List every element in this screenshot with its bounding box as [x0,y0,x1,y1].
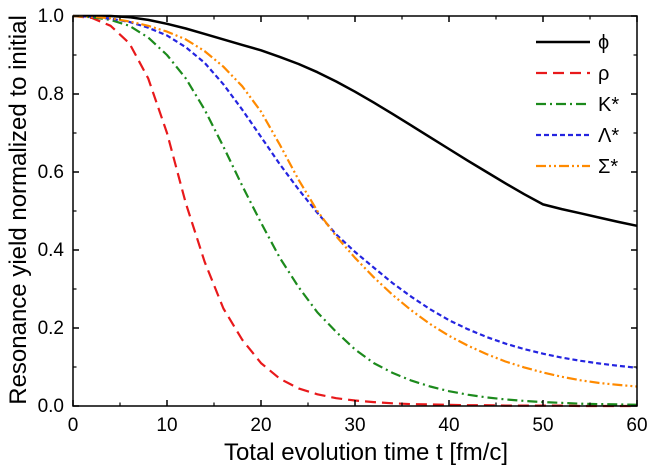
y-axis-title: Resonance yield normalized to initial [5,15,32,405]
legend-label-1: ϕ [598,32,609,54]
legend-label-3: K* [598,94,619,116]
legend: ϕρ K* Λ* Σ* [536,32,619,178]
series-line-2 [72,14,637,408]
y-tick-label: 0.8 [38,84,64,105]
axes-layer: 0 10 20 30 40 50 60 0.0 0.2 0.4 0.6 0.8 1.0 [38,6,647,436]
series-line-3 [72,14,638,406]
legend-label-4: Λ* [598,125,619,147]
x-axis-title: Total evolution time t [fm/c] [224,439,508,466]
y-tick-label: 0.0 [38,396,64,417]
y-tick-label: 1.0 [38,6,64,27]
x-tick-label: 0 [68,415,79,436]
series-layer [72,14,638,408]
series-line-5 [72,14,638,388]
x-tick-label: 10 [156,415,177,436]
legend-label-5: Σ* [598,156,618,178]
legend-label-2: ρ [598,63,609,85]
y-tick-label: 0.4 [38,240,65,261]
y-tick-label: 0.2 [38,318,64,339]
x-tick-label: 30 [344,415,365,436]
y-tick-label: 0.6 [38,162,64,183]
series-line-4 [72,14,638,369]
x-tick-label: 20 [250,415,271,436]
x-tick-label: 40 [438,415,459,436]
x-tick-label: 60 [626,415,647,436]
plot-frame [72,15,638,407]
x-tick-label: 50 [532,415,553,436]
series-line-1 [73,14,638,228]
